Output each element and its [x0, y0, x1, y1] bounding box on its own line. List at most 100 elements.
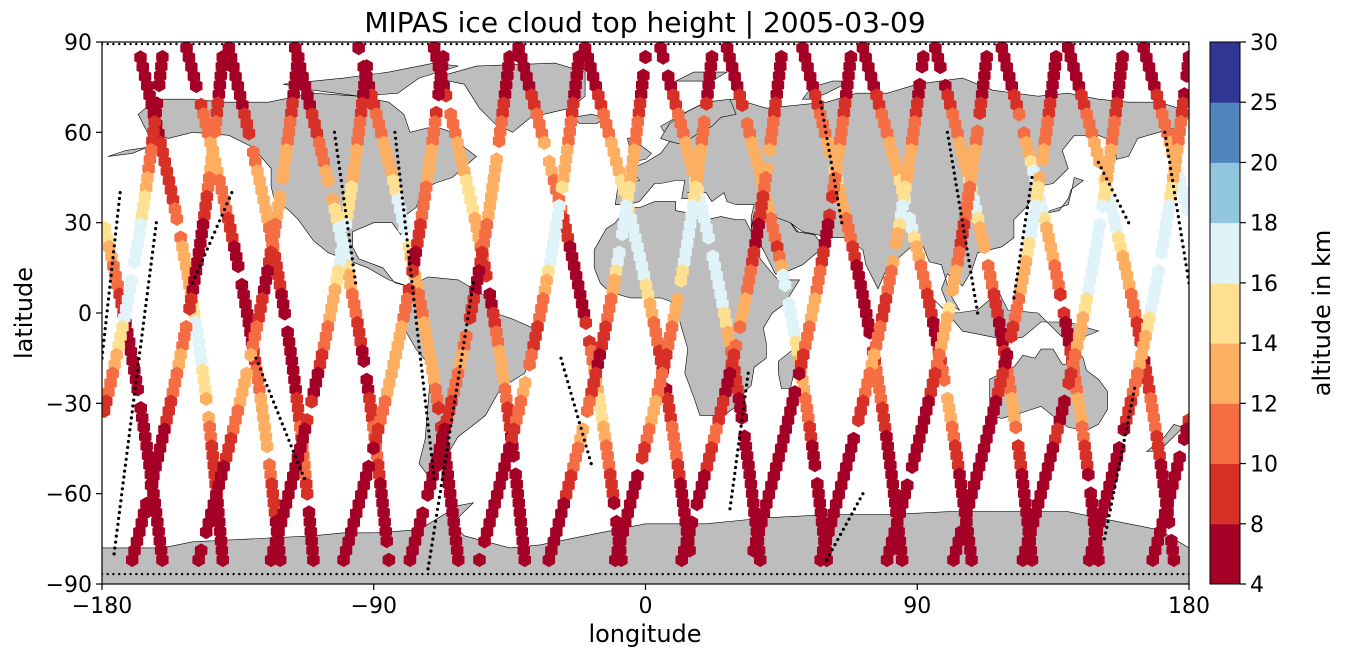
clear-sky-dot — [114, 534, 118, 538]
track-dot-north — [1084, 42, 1088, 46]
clear-sky-dot — [134, 380, 138, 384]
track-dot-south — [152, 572, 155, 576]
clear-sky-dot — [293, 455, 298, 459]
clear-sky-dot — [1105, 177, 1109, 181]
clear-sky-dot — [428, 441, 432, 445]
track-dot-north — [713, 42, 716, 46]
clear-sky-dot — [117, 202, 121, 206]
clear-sky-dot — [823, 124, 827, 128]
cloud-top-marker — [322, 173, 335, 188]
clear-sky-dot — [1167, 154, 1171, 158]
clear-sky-dot — [276, 411, 280, 415]
clear-sky-dot — [1025, 212, 1029, 216]
clear-sky-dot — [118, 191, 122, 195]
clear-sky-dot — [967, 258, 971, 263]
cloud-top-marker — [538, 135, 551, 150]
track-dot-north — [850, 42, 853, 46]
clear-sky-dot — [1102, 171, 1106, 175]
track-dot-north — [507, 42, 510, 46]
clear-sky-dot — [738, 430, 742, 434]
track-dot-north — [449, 42, 453, 46]
track-dot-south — [1073, 572, 1076, 576]
track-dot-south — [936, 572, 939, 576]
track-dot-north — [878, 42, 882, 46]
clear-sky-dot — [569, 391, 573, 395]
clear-sky-dot — [118, 505, 122, 509]
clear-sky-dot — [332, 130, 337, 134]
cloud-top-marker — [152, 77, 166, 93]
track-dot-north — [552, 42, 556, 46]
cloud-top-marker — [736, 97, 749, 113]
track-dot-north — [123, 42, 127, 46]
track-dot-north — [1039, 42, 1042, 46]
cloud-top-marker — [747, 543, 760, 558]
clear-sky-dot — [827, 148, 831, 152]
clear-sky-dot — [421, 381, 425, 385]
track-dot-north — [1130, 42, 1134, 46]
track-dot-south — [873, 572, 876, 576]
clear-sky-dot — [349, 251, 353, 255]
clear-sky-dot — [566, 380, 570, 384]
cloud-top-marker — [674, 273, 688, 288]
cloud-top-marker — [792, 366, 806, 381]
track-dot-south — [815, 572, 819, 576]
clear-sky-dot — [334, 142, 338, 146]
clear-sky-dot — [826, 142, 830, 146]
clear-sky-dot — [825, 136, 829, 140]
clear-sky-dot — [1126, 421, 1130, 425]
track-dot-south — [976, 572, 979, 576]
cloud-top-marker — [934, 59, 947, 75]
track-dot-north — [976, 42, 979, 46]
track-dot-south — [289, 572, 292, 576]
clear-sky-dot — [337, 160, 341, 164]
track-dot-south — [569, 572, 573, 576]
clear-sky-dot — [435, 507, 440, 511]
clear-sky-dot — [1170, 172, 1174, 177]
clear-sky-dot — [1104, 531, 1108, 535]
cloud-top-marker — [880, 552, 894, 568]
clear-sky-dot — [1122, 438, 1126, 442]
cloud-top-marker — [978, 239, 991, 255]
clear-sky-dot — [397, 166, 401, 170]
track-dot-south — [518, 572, 521, 576]
cloud-top-marker — [144, 478, 158, 493]
cloud-top-marker — [656, 50, 670, 65]
clear-sky-dot — [1172, 191, 1177, 195]
track-dot-south — [810, 572, 813, 576]
clear-sky-dot — [969, 270, 973, 274]
clear-sky-dot — [110, 267, 114, 271]
clear-sky-dot — [1118, 204, 1122, 208]
clear-sky-dot — [346, 227, 350, 231]
track-dot-north — [833, 42, 836, 46]
cloud-top-marker — [452, 552, 465, 568]
track-dot-south — [198, 572, 201, 576]
clear-sky-dot — [425, 411, 429, 415]
cloud-top-marker — [542, 552, 556, 568]
clear-sky-dot — [409, 274, 413, 278]
track-dot-north — [1033, 42, 1036, 46]
clear-sky-dot — [443, 460, 447, 464]
track-dot-north — [375, 42, 378, 46]
clear-sky-dot — [469, 299, 473, 303]
track-dot-south — [718, 572, 722, 576]
clear-sky-dot — [1024, 218, 1028, 222]
cloud-top-marker — [965, 552, 978, 568]
clear-sky-dot — [143, 309, 147, 313]
clear-sky-dot — [289, 444, 293, 448]
track-dot-north — [335, 42, 338, 46]
clear-sky-dot — [348, 239, 352, 243]
clear-sky-dot — [452, 400, 457, 404]
track-dot-south — [323, 572, 327, 576]
clear-sky-dot — [261, 373, 265, 377]
clear-sky-dot — [1029, 181, 1033, 186]
track-dot-north — [146, 42, 149, 46]
clear-sky-dot — [1120, 450, 1124, 454]
clear-sky-dot — [396, 154, 400, 158]
track-dot-north — [1113, 42, 1116, 46]
clear-sky-dot — [133, 386, 137, 390]
cloud-top-marker — [1083, 552, 1096, 568]
track-dot-south — [787, 572, 790, 576]
clear-sky-dot — [1131, 392, 1136, 396]
clear-sky-dot — [440, 478, 444, 482]
clear-sky-dot — [744, 389, 748, 393]
